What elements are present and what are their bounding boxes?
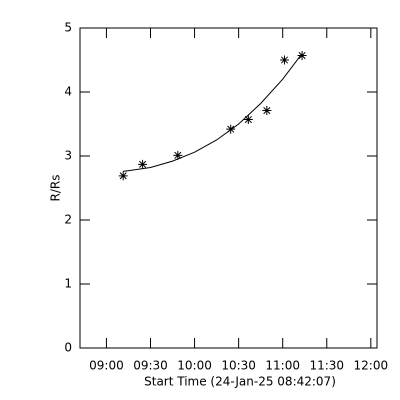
x-axis-label: Start Time (24-Jan-25 08:42:07) — [144, 375, 336, 389]
x-tick-label: 12:00 — [354, 359, 389, 373]
x-tick-label: 11:30 — [309, 359, 344, 373]
asterisk-marker — [297, 51, 307, 61]
asterisk-marker — [243, 115, 253, 125]
fit-line — [123, 53, 303, 172]
x-tick-label: 11:00 — [265, 359, 300, 373]
y-axis-label: R/Rs — [49, 175, 63, 202]
asterisk-marker — [262, 106, 272, 116]
asterisk-marker — [226, 124, 236, 134]
x-tick-label: 10:30 — [221, 359, 256, 373]
y-tick-label: 0 — [64, 341, 72, 355]
asterisk-marker — [118, 171, 128, 181]
x-tick-label: 10:00 — [177, 359, 212, 373]
x-tick-label: 09:30 — [133, 359, 168, 373]
y-tick-label: 1 — [64, 277, 72, 291]
y-tick-label: 3 — [64, 149, 72, 163]
x-tick-label: 09:00 — [89, 359, 124, 373]
asterisk-marker — [138, 159, 148, 169]
y-tick-label: 2 — [64, 213, 72, 227]
y-tick-label: 5 — [64, 21, 72, 35]
y-tick-label: 4 — [64, 85, 72, 99]
asterisk-marker — [173, 150, 183, 160]
plot-frame — [79, 27, 378, 349]
asterisk-marker — [279, 55, 289, 65]
